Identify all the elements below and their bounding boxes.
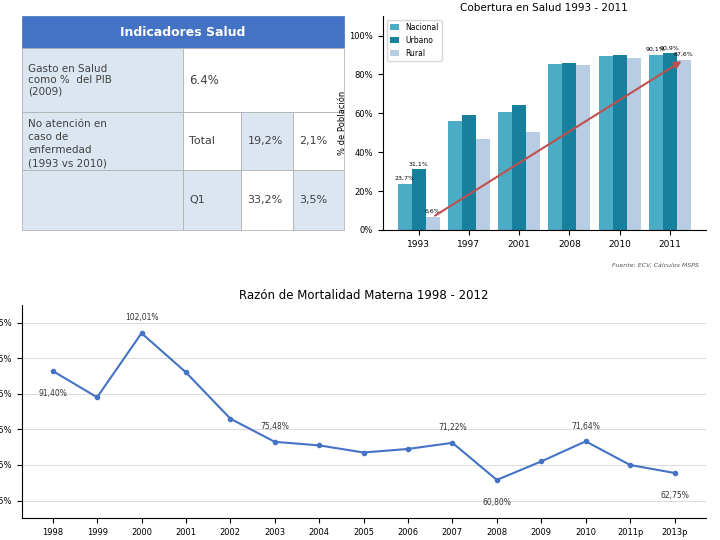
Y-axis label: % de Población: % de Población [338, 91, 347, 155]
Text: 60,80%: 60,80% [482, 498, 511, 507]
Bar [549, 64, 562, 230]
Bar [598, 56, 613, 230]
FancyBboxPatch shape [183, 112, 241, 170]
Text: 90,9%: 90,9% [660, 45, 680, 50]
FancyBboxPatch shape [241, 112, 292, 170]
Text: No atención en
caso de
enfermedad
(1993 vs 2010): No atención en caso de enfermedad (1993 … [28, 119, 107, 168]
Bar [426, 217, 440, 230]
Bar [448, 121, 462, 230]
FancyBboxPatch shape [292, 170, 344, 230]
Legend: Nacional, Urbano, Rural: Nacional, Urbano, Rural [387, 20, 441, 61]
Bar [663, 53, 677, 230]
Text: Gasto en Salud
como %  del PIB
(2009): Gasto en Salud como % del PIB (2009) [28, 64, 112, 97]
FancyBboxPatch shape [292, 112, 344, 170]
FancyBboxPatch shape [183, 48, 344, 112]
Text: Total: Total [189, 136, 215, 146]
Text: 91,40%: 91,40% [38, 389, 67, 398]
Text: 3,5%: 3,5% [299, 195, 327, 205]
Bar [577, 65, 590, 230]
Text: 31,1%: 31,1% [409, 161, 428, 166]
Text: Indicadores Salud: Indicadores Salud [120, 26, 246, 39]
Bar [397, 184, 412, 230]
Text: 71,64%: 71,64% [571, 422, 600, 430]
Text: Q1: Q1 [189, 195, 205, 205]
Text: 6,6%: 6,6% [425, 209, 441, 214]
Bar [498, 112, 512, 230]
FancyBboxPatch shape [22, 16, 344, 48]
Bar [626, 58, 641, 230]
Bar [526, 132, 540, 230]
Text: Fuente: ECV, Cálculos MSPS: Fuente: ECV, Cálculos MSPS [612, 263, 699, 268]
Text: 87,6%: 87,6% [674, 52, 694, 57]
Text: 102,01%: 102,01% [125, 314, 158, 322]
Bar [649, 55, 663, 230]
Bar [613, 55, 626, 230]
FancyBboxPatch shape [22, 170, 183, 230]
Text: 6.4%: 6.4% [189, 74, 220, 87]
Text: 23,7%: 23,7% [395, 176, 415, 181]
Title: Razón de Mortalidad Materna 1998 - 2012: Razón de Mortalidad Materna 1998 - 2012 [239, 289, 488, 302]
Text: 19,2%: 19,2% [248, 136, 283, 146]
Text: 2,1%: 2,1% [299, 136, 328, 146]
Bar [677, 60, 691, 230]
FancyBboxPatch shape [22, 48, 183, 112]
Text: 33,2%: 33,2% [248, 195, 283, 205]
Text: 90,1%: 90,1% [646, 47, 666, 52]
Bar [476, 139, 490, 230]
Title: Cobertura en Salud 1993 - 2011: Cobertura en Salud 1993 - 2011 [460, 3, 628, 12]
FancyBboxPatch shape [183, 170, 241, 230]
Text: 75,48%: 75,48% [261, 422, 289, 431]
Bar [512, 105, 526, 230]
Text: 71,22%: 71,22% [438, 423, 467, 432]
FancyBboxPatch shape [241, 170, 292, 230]
Text: 62,75%: 62,75% [660, 491, 689, 500]
FancyBboxPatch shape [22, 112, 183, 170]
Bar [562, 63, 577, 230]
Bar [462, 115, 476, 230]
Bar [412, 170, 426, 230]
